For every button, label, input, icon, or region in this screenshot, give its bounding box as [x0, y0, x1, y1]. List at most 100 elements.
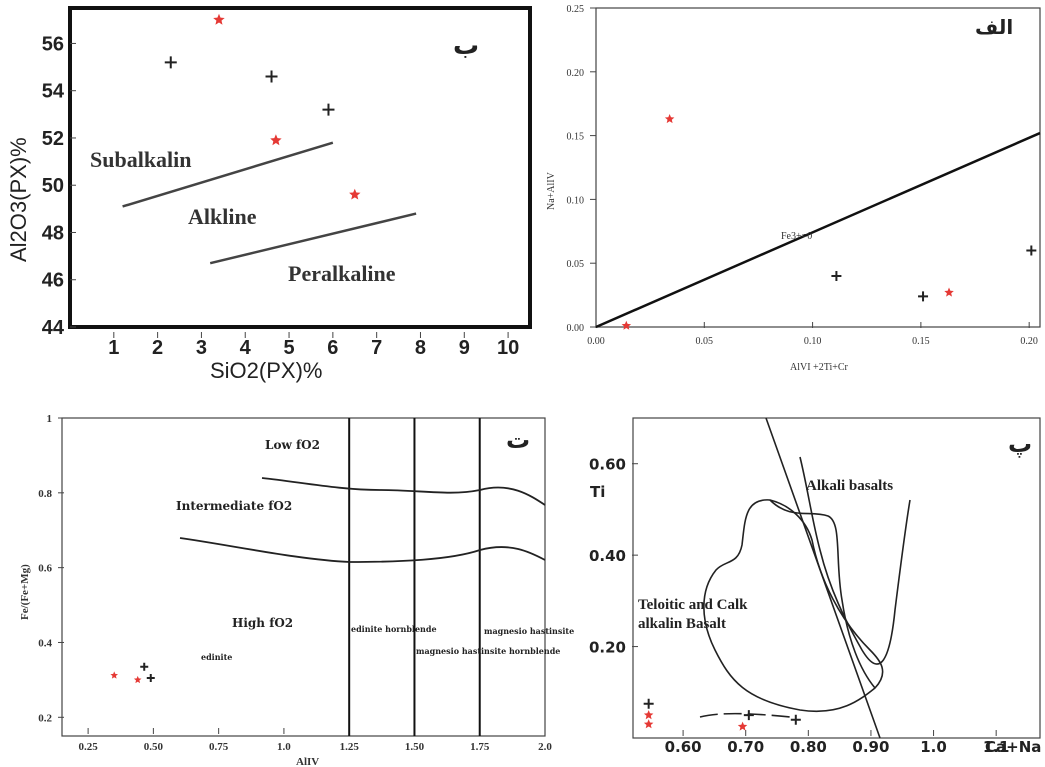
- panel-c-field-mg-hastinsite-hornblende: magnesio hastinsite hornblende: [416, 646, 560, 656]
- x-tick-label: 0.80: [790, 738, 827, 756]
- x-tick-label: 1: [108, 337, 119, 359]
- panel-c-field-low: Low fO2: [265, 438, 320, 452]
- panel-a-field-lines: [122, 141, 417, 265]
- panel-c-xlabel: AlIV: [296, 756, 319, 767]
- point-plus: [1026, 245, 1037, 256]
- y-tick-label: 0.20: [567, 68, 585, 79]
- panel-b-points: [621, 114, 1037, 330]
- point-star: [737, 721, 748, 731]
- panel-b: 0.00 0.05 0.10 0.15 0.20 0.00 0.05 0.10 0.15 0.20…: [546, 4, 1041, 373]
- x-tick-label: 0.90: [852, 738, 889, 756]
- x-tick-label: 2.0: [538, 741, 552, 753]
- point-plus: [146, 674, 155, 683]
- y-tick-label: 0.05: [567, 259, 585, 270]
- point-star: [110, 671, 118, 679]
- point-star: [133, 675, 142, 684]
- x-tick-label: 5: [283, 337, 294, 359]
- panel-b-reference-line: [595, 131, 1041, 329]
- y-tick-label: 0.2: [38, 712, 52, 724]
- point-plus: [743, 710, 754, 721]
- panel-d-ticks: 0.60 0.70 0.80 0.90 1.0 1.1 0.20 0.40 0.60: [589, 456, 1009, 756]
- panel-c-ylabel: Fe/(Fe+Mg): [19, 564, 31, 620]
- panel-d-upper-loop: [769, 499, 876, 689]
- panel-c-field-intermediate: Intermediate fO2: [176, 499, 292, 513]
- x-tick-label: 0.20: [1020, 336, 1038, 347]
- panel-d-frame: [632, 417, 1041, 739]
- y-tick-label: 52: [42, 128, 64, 150]
- y-tick-label: 0.40: [589, 547, 626, 565]
- panel-d-field-curves: [699, 417, 911, 739]
- point-star: [643, 710, 654, 720]
- panel-d-points: [643, 698, 801, 731]
- panel-d-xlabel: Ca+Na: [985, 738, 1041, 756]
- panel-d-ylabel: Ti: [590, 483, 605, 501]
- panel-c-field-high: High fO2: [232, 616, 293, 630]
- panel-d-field-teloitic: Teloitic and Calk: [638, 597, 748, 613]
- x-tick-label: 0.05: [696, 336, 714, 347]
- panel-b-ticks: 0.00 0.05 0.10 0.15 0.20 0.00 0.05 0.10 0.15 0.20…: [567, 4, 1038, 347]
- panel-b-frame: [595, 7, 1041, 328]
- point-plus: [140, 662, 149, 671]
- panel-a-field-peralkaline: Peralkaline: [288, 261, 396, 286]
- panel-c-field-lines: [179, 418, 546, 736]
- panel-b-label: الف: [975, 15, 1013, 39]
- y-tick-label: 50: [42, 175, 64, 197]
- panel-d-field-alkalin-basalt: alkalin Basalt: [638, 616, 726, 632]
- panel-d: 0.60 0.70 0.80 0.90 1.0 1.1 0.20 0.40 0.60 پ Alk…: [589, 417, 1041, 756]
- point-plus: [918, 291, 929, 302]
- panel-a-xlabel: SiO2(PX)%: [210, 358, 322, 383]
- x-tick-label: 4: [240, 337, 252, 359]
- panel-c-field-edinite: edinite: [201, 652, 232, 662]
- panel-d-dashed-tail: [699, 712, 791, 718]
- panel-b-line-label: Fe3+=0: [781, 231, 812, 242]
- x-tick-label: 0.50: [144, 741, 164, 753]
- y-tick-label: 54: [42, 81, 65, 103]
- panel-b-xlabel: AlVI +2Ti+Cr: [790, 362, 849, 373]
- x-tick-label: 2: [152, 337, 163, 359]
- x-tick-label: 8: [415, 337, 426, 359]
- y-tick-label: 0.4: [38, 637, 52, 649]
- point-star: [349, 188, 361, 200]
- x-tick-label: 0.15: [912, 336, 930, 347]
- point-star: [621, 320, 632, 330]
- x-tick-label: 0.60: [665, 738, 702, 756]
- fe3-zero-line: [595, 131, 1041, 329]
- panel-c-label: ت: [506, 426, 530, 454]
- panel-c-field-edinite-hornblende: edinite hornblende: [351, 624, 437, 634]
- y-tick-label: 0.25: [567, 4, 585, 15]
- y-tick-label: 48: [42, 222, 64, 244]
- point-plus: [643, 698, 654, 709]
- panel-c-frame: [61, 417, 546, 737]
- y-tick-label: 56: [42, 33, 64, 55]
- point-star: [643, 719, 654, 729]
- x-tick-label: 1.0: [920, 738, 947, 756]
- x-tick-label: 1.1: [983, 738, 1010, 756]
- point-star: [270, 134, 282, 146]
- field-boundary-line: [122, 141, 334, 208]
- panel-d-tholeiitic-boundary: [703, 499, 884, 712]
- x-tick-label: 0.70: [727, 738, 764, 756]
- x-tick-label: 0.75: [209, 741, 229, 753]
- x-tick-label: 3: [196, 337, 207, 359]
- y-tick-label: 46: [42, 270, 64, 292]
- y-tick-label: 0.00: [567, 323, 585, 334]
- x-tick-label: 0.25: [78, 741, 98, 753]
- y-tick-label: 0.10: [567, 195, 585, 206]
- panel-a-label: ب: [453, 31, 479, 61]
- x-tick-label: 7: [371, 337, 382, 359]
- panel-c-field-mg-hastinsite: magnesio hastinsite: [484, 626, 574, 636]
- panel-d-alkali-boundary: [799, 456, 911, 665]
- field-boundary-line: [209, 212, 417, 265]
- panel-c: 0.25 0.50 0.75 1.0 1.25 1.50 1.75 2.0 0.2 0.4 0.6 0…: [19, 413, 574, 767]
- panel-c-points: [110, 662, 155, 684]
- y-tick-label: 0.60: [589, 456, 626, 474]
- point-plus: [790, 714, 801, 725]
- y-tick-label: 0.6: [38, 563, 52, 575]
- x-tick-label: 1.75: [470, 741, 490, 753]
- panel-d-field-alkali-basalts: Alkali basalts: [806, 478, 893, 494]
- point-plus: [164, 56, 177, 69]
- point-plus: [265, 70, 278, 83]
- panel-a-frame: [68, 6, 532, 329]
